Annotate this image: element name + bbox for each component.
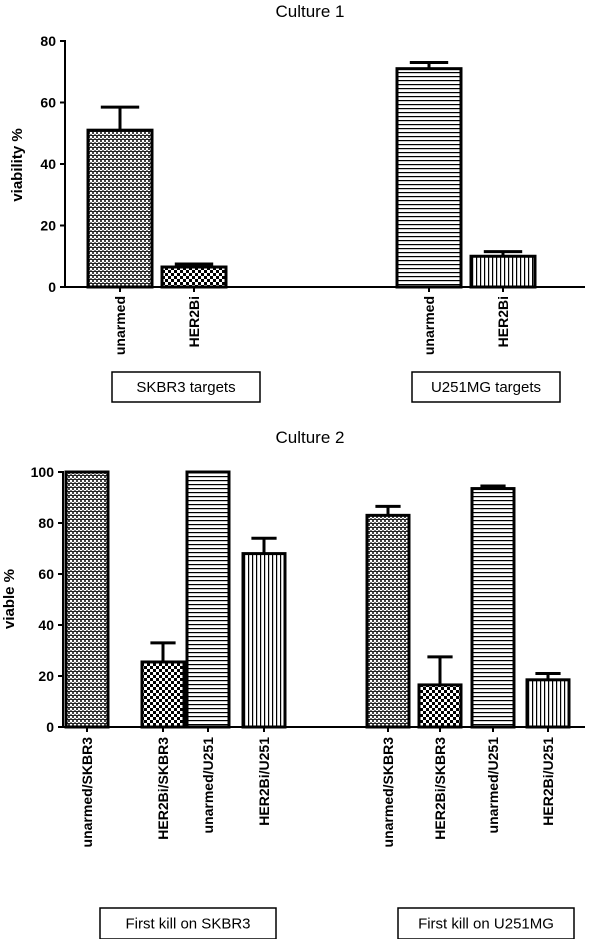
bar bbox=[185, 470, 231, 729]
bar bbox=[64, 470, 110, 729]
group-label: First kill on U251MG bbox=[418, 916, 554, 933]
bar bbox=[140, 660, 186, 729]
category-label: HER2Bi/SKBR3 bbox=[155, 737, 171, 840]
y-tick-label: 20 bbox=[40, 218, 56, 234]
chart-title: Culture 1 bbox=[276, 2, 345, 21]
y-tick-label: 60 bbox=[38, 566, 54, 582]
y-axis-label: viability % bbox=[9, 128, 26, 201]
category-label: HER2Bi/U251 bbox=[540, 737, 556, 826]
bar bbox=[395, 67, 463, 289]
chart-culture-1: Culture 1 viability % unarmed HER2Bi unarm… bbox=[9, 2, 585, 403]
group-label: First kill on SKBR3 bbox=[125, 916, 250, 933]
y-tick-label: 40 bbox=[38, 617, 54, 633]
group-label-box bbox=[397, 907, 575, 939]
y-tick-label: 80 bbox=[38, 515, 54, 531]
y-tick-label: 0 bbox=[48, 279, 56, 295]
category-label: unarmed/SKBR3 bbox=[380, 737, 396, 848]
bar bbox=[365, 513, 411, 729]
category-label: unarmed/SKBR3 bbox=[79, 737, 95, 848]
category-label: unarmed bbox=[112, 296, 128, 355]
y-axis-label: viable % bbox=[1, 569, 18, 629]
bar bbox=[86, 128, 154, 289]
group-label-box bbox=[111, 371, 261, 403]
category-label: unarmed bbox=[421, 296, 437, 355]
y-tick-label: 40 bbox=[40, 156, 56, 172]
y-tick-label: 20 bbox=[38, 668, 54, 684]
y-tick-label: 0 bbox=[46, 719, 54, 735]
group-label: SKBR3 targets bbox=[136, 379, 235, 396]
bar bbox=[160, 265, 228, 289]
bar bbox=[525, 678, 571, 729]
chart-culture-2: Culture 2 viable % unarmed/SKBR3 HER2Bi/S… bbox=[1, 428, 585, 939]
group-label-box bbox=[411, 371, 561, 403]
bar bbox=[470, 487, 516, 729]
category-label: HER2Bi bbox=[495, 296, 511, 347]
group-label-box bbox=[99, 907, 277, 939]
group-label: U251MG targets bbox=[431, 379, 541, 396]
y-tick-label: 100 bbox=[31, 464, 55, 480]
bar bbox=[417, 683, 463, 729]
category-label: unarmed/U251 bbox=[485, 737, 501, 834]
bar bbox=[241, 552, 287, 729]
category-label: HER2Bi/U251 bbox=[256, 737, 272, 826]
y-tick-label: 60 bbox=[40, 95, 56, 111]
chart-title: Culture 2 bbox=[276, 428, 345, 447]
y-tick-label: 80 bbox=[40, 33, 56, 49]
bar bbox=[469, 254, 537, 289]
category-label: unarmed/U251 bbox=[200, 737, 216, 834]
category-label: HER2Bi/SKBR3 bbox=[432, 737, 448, 840]
category-label: HER2Bi bbox=[186, 296, 202, 347]
